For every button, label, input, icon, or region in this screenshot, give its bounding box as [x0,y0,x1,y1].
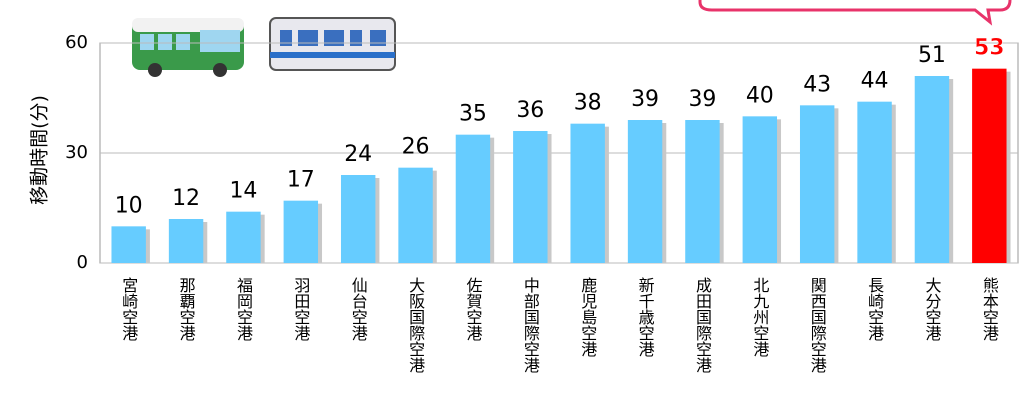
bar [972,68,1007,264]
y-tick-label: 0 [77,252,88,273]
value-label: 39 [631,87,659,112]
x-tick-label: 福岡空港 [234,277,253,341]
bar [799,105,835,263]
value-label: 40 [746,83,774,108]
value-label: 24 [344,142,372,167]
value-label: 14 [229,179,257,204]
bar [685,120,720,263]
callout [698,0,1012,26]
bar [111,226,146,263]
x-tick-label: 関西国際空港 [808,277,827,373]
bar [513,131,548,263]
value-label: 36 [516,98,544,123]
x-tick-label: 中部国際空港 [521,277,540,373]
value-label: 10 [115,193,143,218]
bar [857,101,892,264]
value-label: 39 [688,87,716,112]
value-label: 35 [459,102,487,127]
x-tick-label: 羽田空港 [291,277,310,341]
bar [570,123,605,264]
bar [455,134,491,263]
value-label: 43 [803,72,831,97]
x-tick-label: 那覇空港 [177,277,196,341]
bar [340,175,376,263]
bus-icon [132,18,244,77]
value-label: 12 [172,186,200,211]
x-tick-label: 仙台空港 [349,277,368,341]
x-tick-label: 大分空港 [922,277,941,341]
bar [627,120,663,263]
x-tick-label: 長崎空港 [865,277,884,341]
x-tick-label: 新千歳空港 [636,277,655,357]
x-tick-label: 北九州空港 [750,277,769,357]
train-icon [269,17,396,71]
value-label: 17 [287,168,315,193]
y-tick-label: 60 [65,32,88,53]
y-axis-label: 移動時間(分) [29,95,51,205]
value-label: 38 [574,91,602,116]
bar [168,219,204,263]
x-tick-label: 佐賀空港 [463,277,482,341]
value-label: 26 [402,135,430,160]
bar [914,76,950,263]
value-label: 44 [861,69,889,94]
x-tick-label: 鹿児島空港 [578,277,597,357]
bar [742,116,778,263]
bar [226,211,261,263]
bar [283,200,319,263]
x-tick-label: 宮崎空港 [119,277,138,341]
value-label: 51 [918,43,946,68]
x-tick-label: 成田国際空港 [693,277,712,373]
x-tick-label: 大阪国際空港 [406,277,425,373]
y-tick-label: 30 [65,142,88,163]
x-tick-label: 熊本空港 [980,277,999,341]
bar [398,167,433,263]
value-label: 53 [974,36,1005,61]
